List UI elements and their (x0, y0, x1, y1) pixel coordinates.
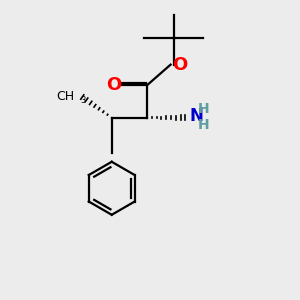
Text: H: H (198, 102, 209, 116)
Text: N: N (190, 107, 204, 125)
Text: 3: 3 (80, 96, 86, 105)
Text: CH: CH (56, 91, 74, 103)
Text: O: O (172, 56, 188, 74)
Text: H: H (198, 118, 209, 132)
Text: O: O (106, 76, 122, 94)
